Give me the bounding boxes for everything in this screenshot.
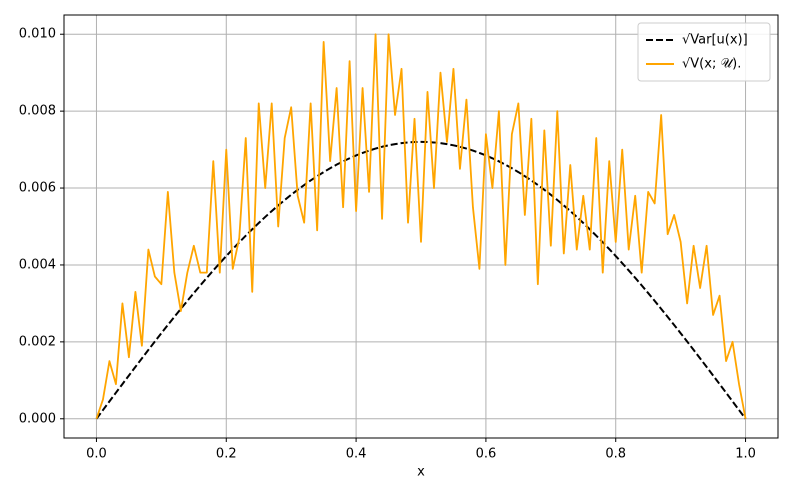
x-tick-label: 1.0	[735, 447, 756, 462]
series-line	[95, 140, 747, 420]
y-tick-label: 0.002	[19, 334, 56, 349]
y-tick-label: 0.008	[19, 104, 56, 119]
legend-label: √Var[u(x)]	[682, 33, 748, 48]
x-tick-label: 0.8	[605, 447, 626, 462]
y-tick-label: 0.000	[19, 411, 56, 426]
legend-label: √V(x; 𝒰).	[682, 57, 741, 72]
plot-frame	[63, 14, 779, 439]
x-tick-label: 0.2	[216, 447, 237, 462]
x-tick-label: 0.0	[86, 447, 107, 462]
x-tick-label: 0.6	[476, 447, 497, 462]
y-tick-label: 0.010	[19, 27, 56, 42]
series-line	[95, 33, 747, 420]
legend-box	[637, 22, 771, 82]
y-tick-label: 0.004	[19, 257, 56, 272]
x-tick-label: 0.4	[346, 447, 367, 462]
y-tick-label: 0.006	[19, 181, 56, 196]
x-axis-label: x	[417, 465, 425, 480]
